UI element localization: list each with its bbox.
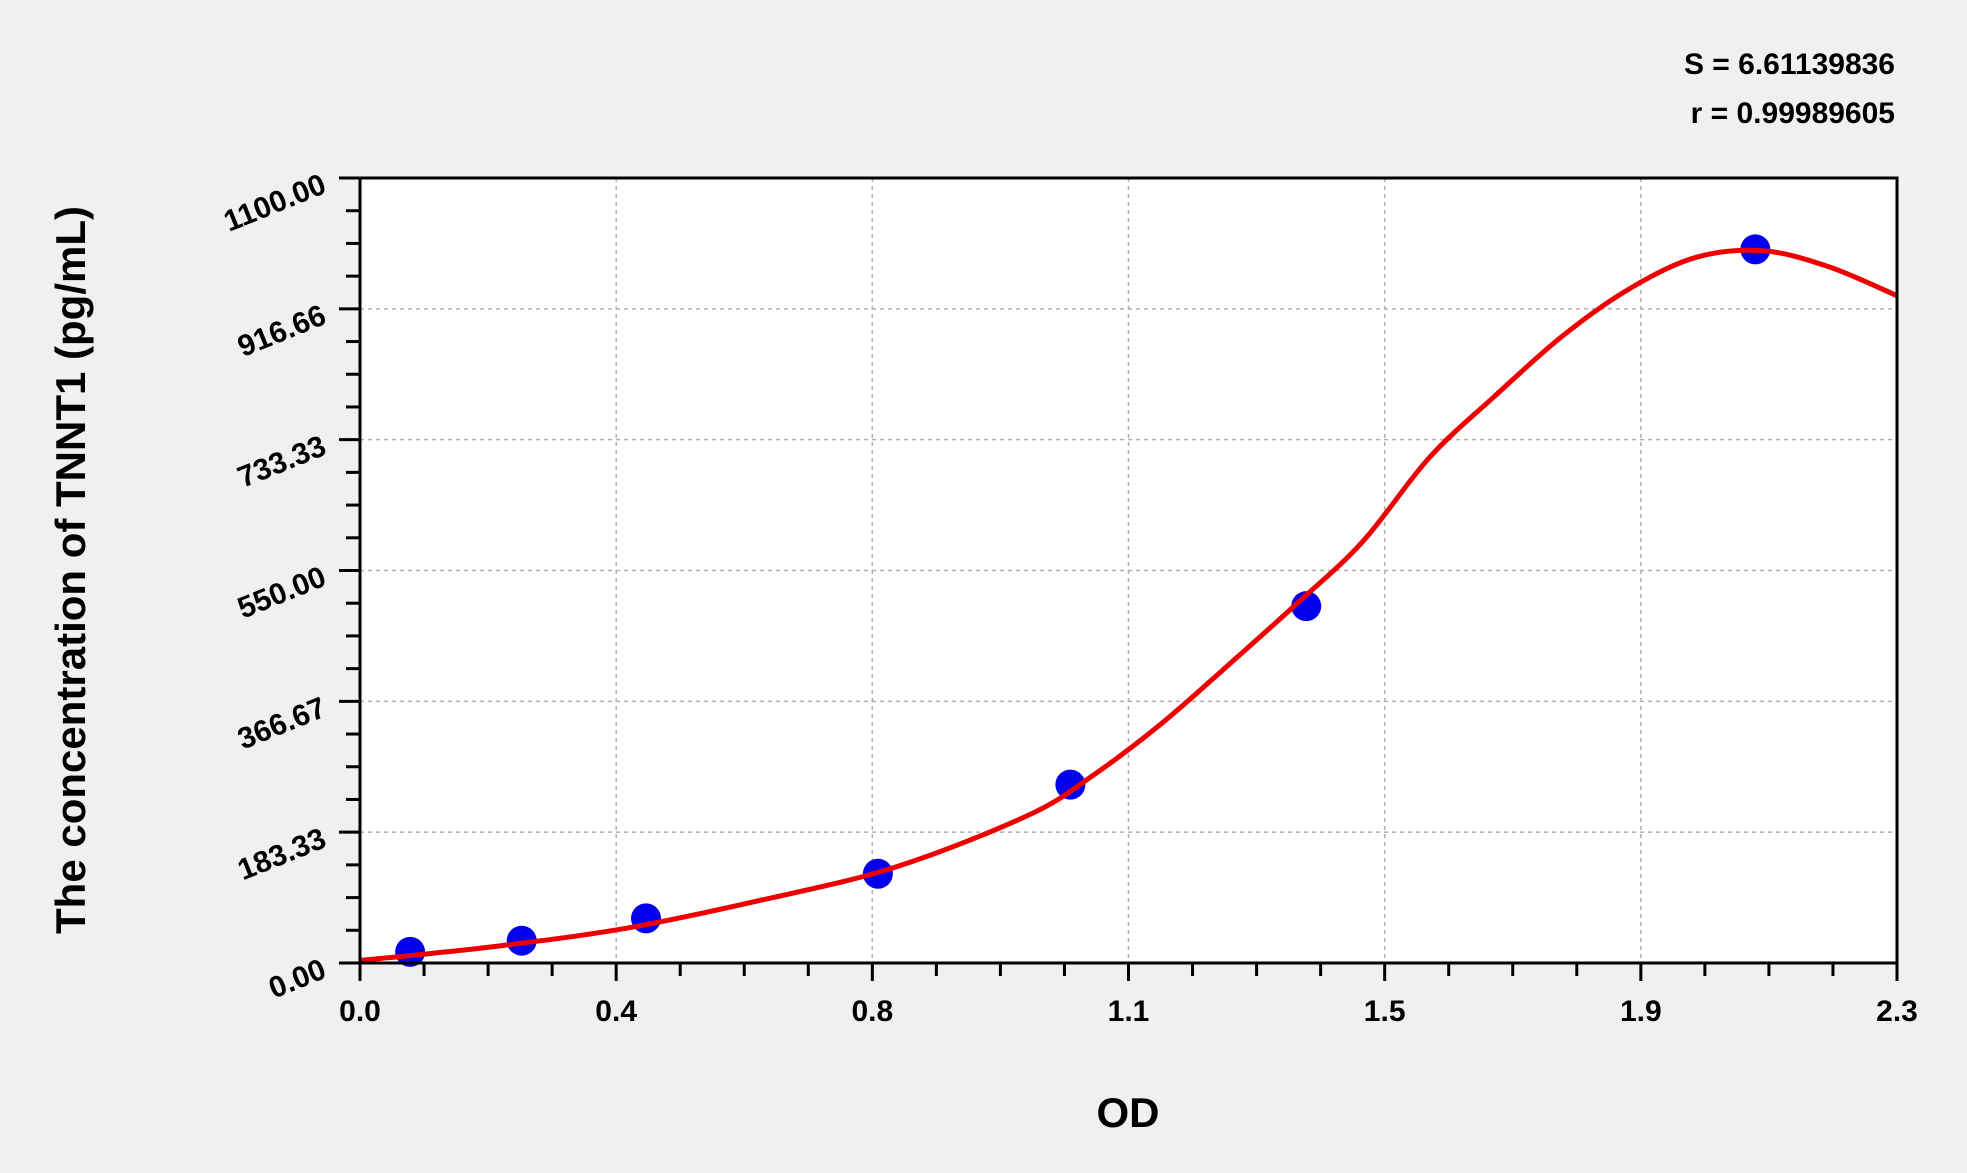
x-tick-label: 2.3 [1876,995,1918,1028]
x-tick-label: 1.9 [1620,995,1662,1028]
grid [360,178,1897,963]
x-tick-label: 1.5 [1364,995,1406,1028]
y-tick-label: 183.33 [233,822,330,887]
y-tick-label: 1100.00 [219,168,330,239]
annotation-r: r = 0.99989605 [1691,97,1895,130]
x-axis-title: OD [1097,1089,1160,1136]
y-tick-label: 366.67 [233,691,330,756]
x-tick-label: 0.0 [339,995,381,1028]
x-tick-label: 0.8 [851,995,893,1028]
data-point [395,936,426,967]
annotation-s: S = 6.61139836 [1684,48,1895,81]
x-tick-label: 0.4 [595,995,637,1028]
y-axis-title: The concentration of TNNT1 (pg/mL) [47,206,94,934]
plot-frame [358,176,1899,965]
y-tick-label: 0.00 [264,953,331,1005]
x-tick-label: 1.1 [1108,995,1150,1028]
y-tick-label: 733.33 [233,430,330,495]
y-tick-label: 916.66 [233,299,330,364]
y-tick-label: 550.00 [233,560,330,625]
ticks [339,176,1899,981]
fit-curve [359,247,1898,963]
data-point [1055,769,1086,800]
